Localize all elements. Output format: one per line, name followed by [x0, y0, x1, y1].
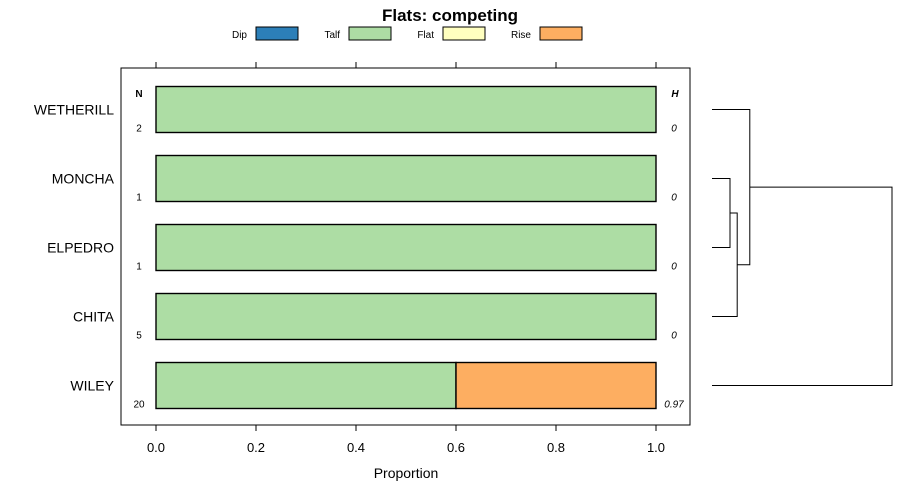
chart-title: Flats: competing	[382, 6, 518, 25]
legend-label-talf: Talf	[324, 30, 340, 41]
legend-label-flat: Flat	[417, 30, 434, 41]
category-label-elpedro: ELPEDRO	[47, 240, 114, 256]
dendrogram	[712, 109, 893, 386]
x-axis-title: Proportion	[374, 465, 439, 481]
dendrogram-link	[712, 212, 738, 317]
bar-chita-talf	[155, 292, 657, 341]
n-header: N	[135, 89, 142, 100]
category-label-chita: CHITA	[73, 309, 115, 325]
dendrogram-link	[712, 178, 731, 248]
x-axis: 0.0 0.2 0.4 0.6 0.8 1.0	[147, 62, 665, 455]
dendrogram-link	[712, 186, 893, 386]
x-tick-label: 0.2	[247, 440, 265, 455]
legend-swatch-rise	[539, 26, 583, 41]
bar-moncha-talf	[155, 154, 657, 203]
h-header: H	[671, 89, 679, 100]
h-value-elpedro: 0	[671, 262, 677, 273]
bar-wiley-talf	[155, 361, 457, 410]
legend-swatch-flat	[442, 26, 486, 41]
plot-frame	[120, 67, 691, 426]
legend-label-dip: Dip	[232, 30, 247, 41]
legend-label-rise: Rise	[511, 30, 531, 41]
legend-swatch-talf	[348, 26, 392, 41]
x-tick-label: 0.6	[447, 440, 465, 455]
h-value-wiley: 0.97	[664, 400, 684, 411]
x-tick-label: 0.4	[347, 440, 365, 455]
x-tick-label: 0.8	[547, 440, 565, 455]
dendrogram-link	[712, 109, 751, 266]
x-tick-label: 1.0	[647, 440, 665, 455]
h-value-chita: 0	[671, 331, 677, 342]
n-value-wetherill: 2	[136, 124, 142, 135]
h-value-moncha: 0	[671, 193, 677, 204]
category-label-moncha: MONCHA	[52, 171, 115, 187]
bar-wetherill-talf	[155, 85, 657, 134]
legend: Dip Talf Flat Rise	[232, 26, 583, 41]
category-label-wiley: WILEY	[70, 378, 114, 394]
x-tick-label: 0.0	[147, 440, 165, 455]
bar-wiley-rise	[455, 361, 657, 410]
n-value-elpedro: 1	[136, 262, 142, 273]
h-value-wetherill: 0	[671, 124, 677, 135]
bar-elpedro-talf	[155, 223, 657, 272]
category-label-wetherill: WETHERILL	[34, 102, 114, 118]
n-value-wiley: 20	[133, 400, 145, 411]
n-value-moncha: 1	[136, 193, 142, 204]
legend-swatch-dip	[255, 26, 299, 41]
n-value-chita: 5	[136, 331, 142, 342]
